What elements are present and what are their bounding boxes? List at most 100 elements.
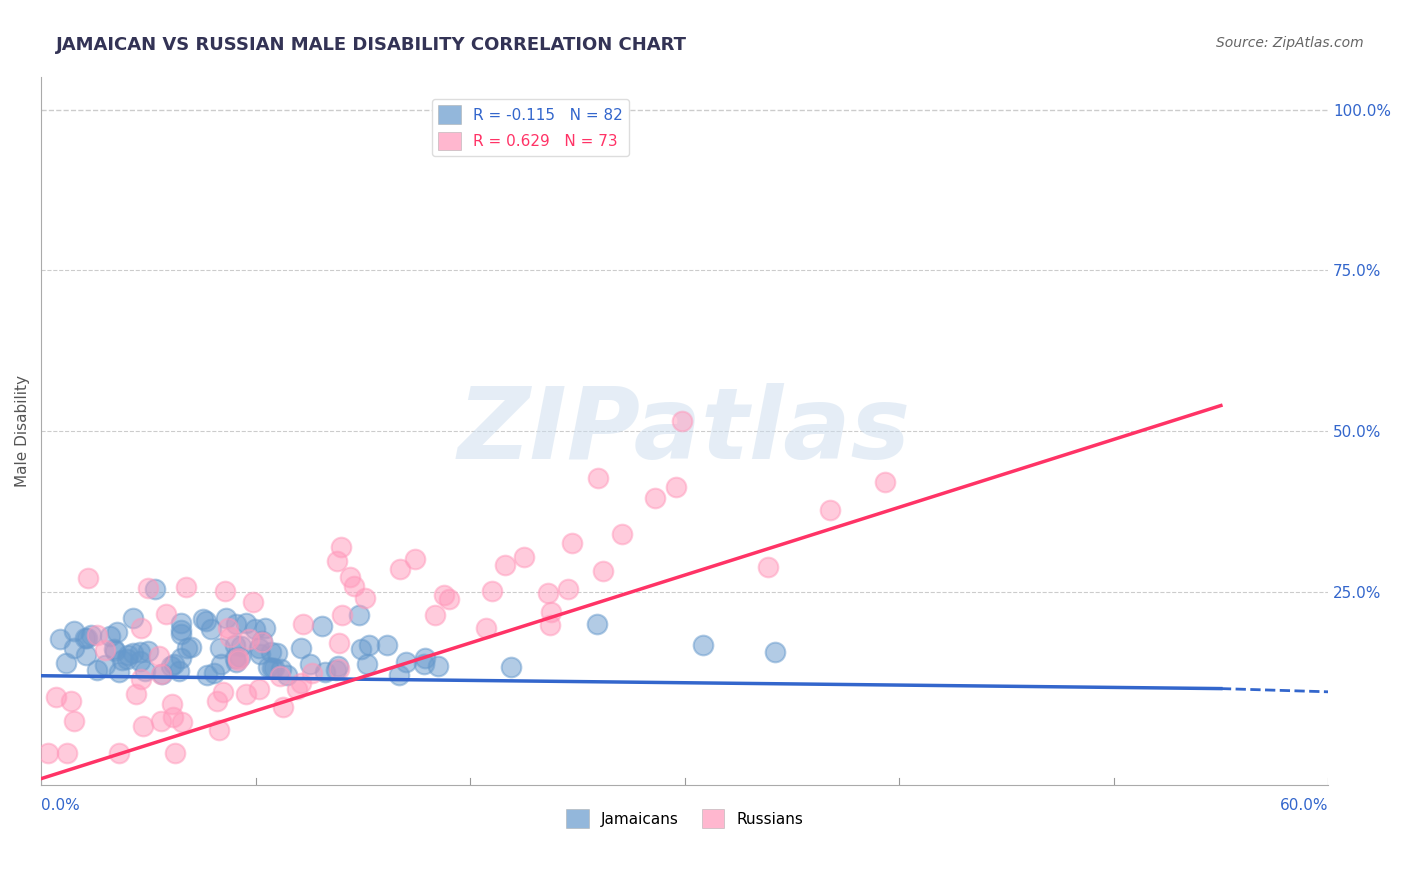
Point [269,669,291,683]
Point [537,585,560,599]
Point [170,627,193,641]
Point [205,693,228,707]
Point [301,665,323,680]
Point [75,648,97,663]
Point [129,654,152,668]
Point [225,617,247,632]
Point [98,629,121,643]
Point [585,617,607,632]
Point [343,579,366,593]
Point [404,551,426,566]
Point [325,663,347,677]
Point [290,675,312,690]
Point [665,480,688,494]
Point [143,582,166,596]
Point [557,582,579,597]
Point [588,471,610,485]
Point [260,661,283,675]
Text: Source: ZipAtlas.com: Source: ZipAtlas.com [1216,36,1364,50]
Point [875,475,897,490]
Point [415,651,437,665]
Point [124,687,146,701]
Point [214,584,236,599]
Point [350,642,373,657]
Point [481,583,503,598]
Point [117,648,139,662]
Point [247,640,270,655]
Point [763,645,786,659]
Point [45,690,67,704]
Point [229,649,252,664]
Point [195,614,218,628]
Point [224,651,246,665]
Point [150,667,173,681]
Point [538,618,561,632]
Point [208,723,231,738]
Point [818,502,841,516]
Point [150,666,173,681]
Point [107,624,129,639]
Point [129,621,152,635]
Point [208,640,231,655]
Text: 0.0%: 0.0% [41,798,80,813]
Point [55,657,77,671]
Point [211,685,233,699]
Point [671,414,693,428]
Point [160,697,183,711]
Point [314,665,336,680]
Point [238,632,260,647]
Point [129,645,152,659]
Point [224,638,246,652]
Point [475,621,498,635]
Point [253,621,276,635]
Point [180,640,202,654]
Point [226,650,249,665]
Point [494,558,516,573]
Point [612,526,634,541]
Point [115,652,138,666]
Point [148,649,170,664]
Point [235,616,257,631]
Point [357,638,380,652]
Point [202,666,225,681]
Point [257,660,280,674]
Point [149,714,172,729]
Point [328,636,350,650]
Y-axis label: Male Disability: Male Disability [15,376,30,487]
Point [231,639,253,653]
Point [121,647,143,661]
Point [80,628,103,642]
Point [388,562,411,576]
Point [644,491,666,505]
Point [136,582,159,596]
Point [195,668,218,682]
Point [217,621,239,635]
Point [134,664,156,678]
Point [200,622,222,636]
Point [266,647,288,661]
Point [249,647,271,661]
Point [73,631,96,645]
Point [162,710,184,724]
Text: ZIPatlas: ZIPatlas [458,383,911,480]
Point [499,660,522,674]
Point [332,608,354,623]
Point [86,627,108,641]
Point [170,651,193,665]
Point [225,656,247,670]
Point [49,632,72,646]
Point [437,592,460,607]
Point [226,653,249,667]
Point [423,608,446,623]
Point [242,595,264,609]
Point [107,746,129,760]
Point [276,668,298,682]
Point [170,623,193,637]
Point [136,644,159,658]
Point [592,564,614,578]
Point [291,617,314,632]
Point [270,662,292,676]
Point [756,560,779,574]
Legend: Jamaicans, Russians: Jamaicans, Russians [560,803,810,834]
Point [250,633,273,648]
